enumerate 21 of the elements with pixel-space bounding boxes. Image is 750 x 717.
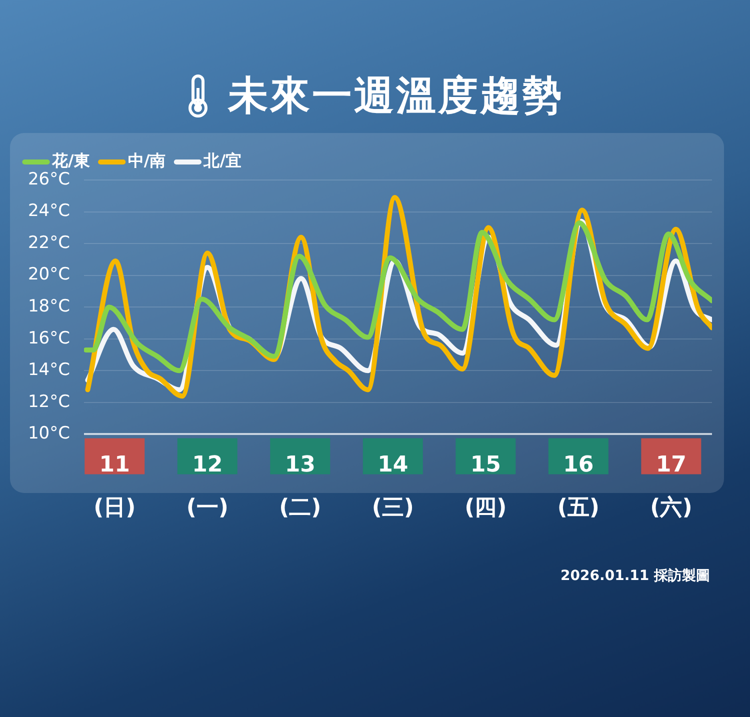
legend-label: 花/東 bbox=[51, 151, 91, 170]
x-tick-label: 12 (一) bbox=[186, 452, 228, 520]
y-tick-label: 18°C bbox=[28, 296, 70, 317]
y-tick-label: 20°C bbox=[28, 264, 70, 285]
chart-title: 未來一週溫度趨勢 bbox=[228, 72, 564, 121]
legend-label: 北/宜 bbox=[202, 151, 242, 170]
y-tick-label: 26°C bbox=[28, 169, 70, 190]
x-tick-label: 15 (四) bbox=[464, 452, 507, 520]
x-tick-label: 14 (三) bbox=[372, 452, 414, 520]
y-tick-label: 12°C bbox=[28, 392, 70, 412]
y-tick-label: 16°C bbox=[28, 328, 70, 348]
x-tick-label: 17 (六) bbox=[650, 452, 692, 520]
y-tick-label: 22°C bbox=[28, 232, 70, 253]
x-tick-label: 16 (五) bbox=[557, 452, 600, 520]
text: 2026.01.11 採訪製圖 bbox=[560, 567, 710, 585]
x-tick-label: 11 (日) bbox=[94, 452, 136, 520]
legend-label: 中/南 bbox=[128, 151, 166, 170]
y-tick-label: 10°C bbox=[28, 424, 70, 444]
y-tick-label: 24°C bbox=[28, 201, 70, 222]
x-tick-label: 13 (二) bbox=[279, 452, 322, 520]
y-tick-label: 14°C bbox=[28, 360, 70, 380]
